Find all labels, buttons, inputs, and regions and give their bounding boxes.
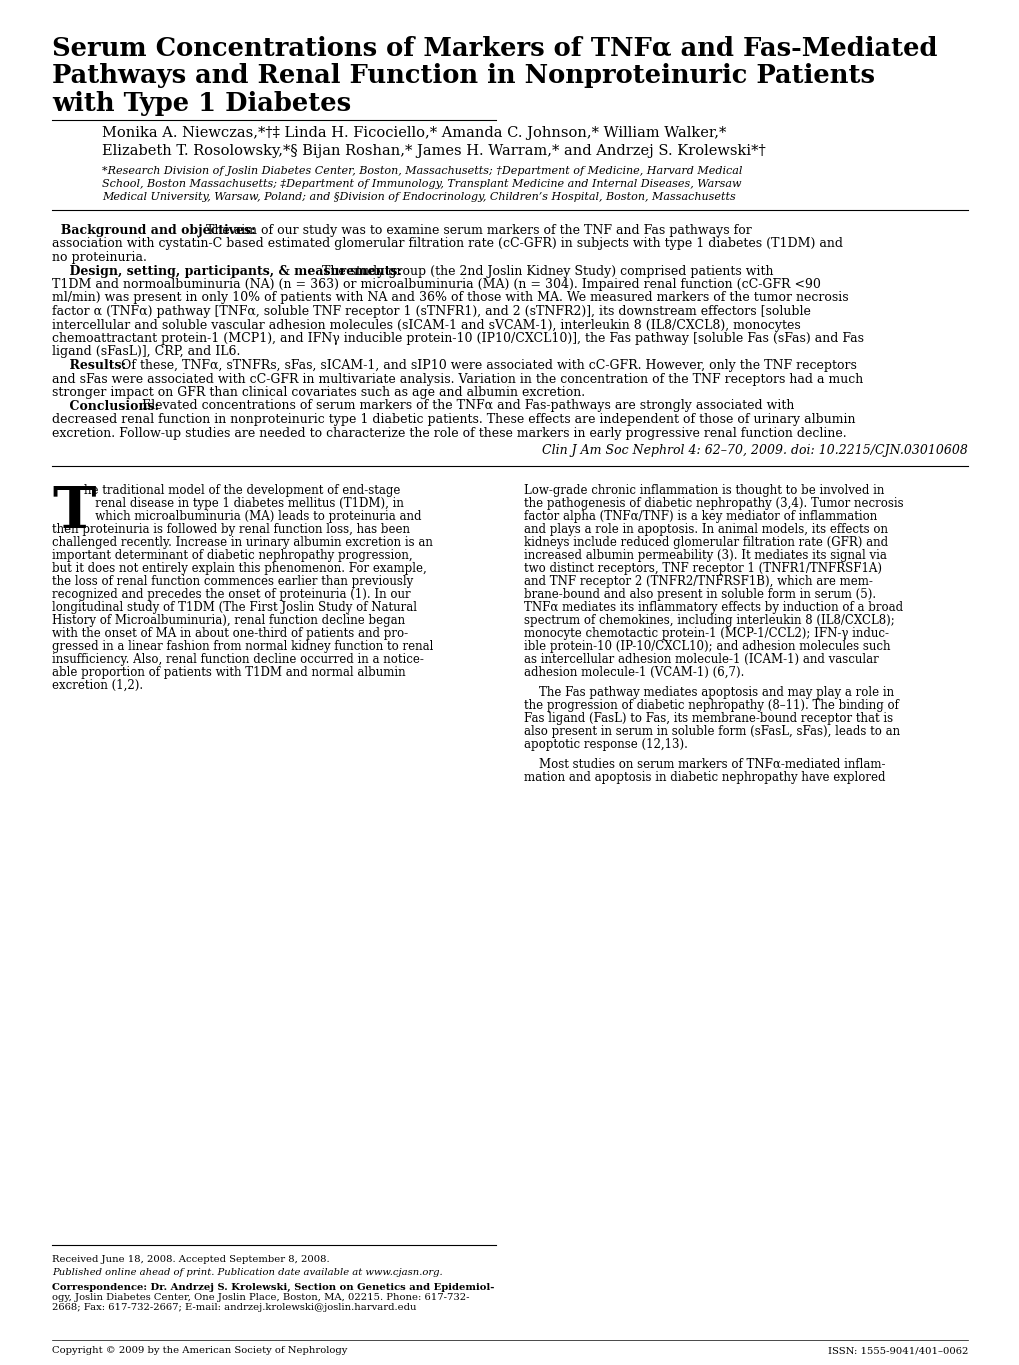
Text: challenged recently. Increase in urinary albumin excretion is an: challenged recently. Increase in urinary… — [52, 536, 432, 549]
Text: Medical University, Warsaw, Poland; and §Division of Endocrinology, Children’s H: Medical University, Warsaw, Poland; and … — [102, 192, 735, 202]
Text: factor alpha (TNFα/TNF) is a key mediator of inflammation: factor alpha (TNFα/TNF) is a key mediato… — [524, 511, 876, 523]
Text: T: T — [52, 485, 96, 541]
Text: renal disease in type 1 diabetes mellitus (T1DM), in: renal disease in type 1 diabetes mellitu… — [84, 497, 404, 511]
Text: Fas ligand (FasL) to Fas, its membrane-bound receptor that is: Fas ligand (FasL) to Fas, its membrane-b… — [524, 713, 893, 725]
Text: the pathogenesis of diabetic nephropathy (3,4). Tumor necrosis: the pathogenesis of diabetic nephropathy… — [524, 497, 903, 511]
Text: spectrum of chemokines, including interleukin 8 (IL8/CXCL8);: spectrum of chemokines, including interl… — [524, 614, 894, 627]
Text: important determinant of diabetic nephropathy progression,: important determinant of diabetic nephro… — [52, 549, 413, 562]
Text: Low-grade chronic inflammation is thought to be involved in: Low-grade chronic inflammation is though… — [524, 485, 883, 497]
Text: Clin J Am Soc Nephrol 4: 62–70, 2009. doi: 10.2215/CJN.03010608: Clin J Am Soc Nephrol 4: 62–70, 2009. do… — [541, 444, 967, 457]
Text: gressed in a linear fashion from normal kidney function to renal: gressed in a linear fashion from normal … — [52, 640, 433, 652]
Text: increased albumin permeability (3). It mediates its signal via: increased albumin permeability (3). It m… — [524, 549, 886, 562]
Text: and sFas were associated with cC-GFR in multivariate analysis. Variation in the : and sFas were associated with cC-GFR in … — [52, 373, 862, 385]
Text: ible protein-10 (IP-10/CXCL10); and adhesion molecules such: ible protein-10 (IP-10/CXCL10); and adhe… — [524, 640, 890, 652]
Text: intercellular and soluble vascular adhesion molecules (sICAM-1 and sVCAM-1), int: intercellular and soluble vascular adhes… — [52, 318, 800, 332]
Text: he traditional model of the development of end-stage: he traditional model of the development … — [84, 485, 400, 497]
Text: brane-bound and also present in soluble form in serum (5).: brane-bound and also present in soluble … — [524, 588, 875, 601]
Text: Pathways and Renal Function in Nonproteinuric Patients: Pathways and Renal Function in Nonprotei… — [52, 63, 874, 87]
Text: but it does not entirely explain this phenomenon. For example,: but it does not entirely explain this ph… — [52, 562, 426, 575]
Text: Of these, TNFα, sTNFRs, sFas, sICAM-1, and sIP10 were associated with cC-GFR. Ho: Of these, TNFα, sTNFRs, sFas, sICAM-1, a… — [121, 359, 856, 373]
Text: with Type 1 Diabetes: with Type 1 Diabetes — [52, 91, 351, 116]
Text: School, Boston Massachusetts; ‡Department of Immunology, Transplant Medicine and: School, Boston Massachusetts; ‡Departmen… — [102, 179, 741, 188]
Text: chemoattractant protein-1 (MCP1), and IFNγ inducible protein-10 (IP10/CXCL10)], : chemoattractant protein-1 (MCP1), and IF… — [52, 332, 863, 345]
Text: Serum Concentrations of Markers of TNFα and Fas-Mediated: Serum Concentrations of Markers of TNFα … — [52, 35, 936, 60]
Text: The study group (the 2nd Joslin Kidney Study) comprised patients with: The study group (the 2nd Joslin Kidney S… — [322, 265, 773, 277]
Text: the progression of diabetic nephropathy (8–11). The binding of: the progression of diabetic nephropathy … — [524, 699, 898, 713]
Text: ml/min) was present in only 10% of patients with NA and 36% of those with MA. We: ml/min) was present in only 10% of patie… — [52, 292, 848, 304]
Text: with the onset of MA in about one-third of patients and pro-: with the onset of MA in about one-third … — [52, 627, 408, 640]
Text: also present in serum in soluble form (sFasL, sFas), leads to an: also present in serum in soluble form (s… — [524, 725, 899, 738]
Text: Received June 18, 2008. Accepted September 8, 2008.: Received June 18, 2008. Accepted Septemb… — [52, 1254, 329, 1264]
Text: The aim of our study was to examine serum markers of the TNF and Fas pathways fo: The aim of our study was to examine seru… — [206, 224, 751, 238]
Text: adhesion molecule-1 (VCAM-1) (6,7).: adhesion molecule-1 (VCAM-1) (6,7). — [524, 666, 744, 678]
Text: excretion (1,2).: excretion (1,2). — [52, 678, 143, 692]
Text: decreased renal function in nonproteinuric type 1 diabetic patients. These effec: decreased renal function in nonproteinur… — [52, 414, 855, 426]
Text: Results:: Results: — [52, 359, 130, 373]
Text: Elevated concentrations of serum markers of the TNFα and Fas-pathways are strong: Elevated concentrations of serum markers… — [142, 400, 794, 412]
Text: the loss of renal function commences earlier than previously: the loss of renal function commences ear… — [52, 575, 413, 588]
Text: Elizabeth T. Rosolowsky,*§ Bijan Roshan,* James H. Warram,* and Andrzej S. Krole: Elizabeth T. Rosolowsky,*§ Bijan Roshan,… — [102, 143, 765, 158]
Text: The Fas pathway mediates apoptosis and may play a role in: The Fas pathway mediates apoptosis and m… — [524, 687, 894, 699]
Text: Design, setting, participants, & measurements:: Design, setting, participants, & measure… — [52, 265, 406, 277]
Text: monocyte chemotactic protein-1 (MCP-1/CCL2); IFN-γ induc-: monocyte chemotactic protein-1 (MCP-1/CC… — [524, 627, 889, 640]
Text: Most studies on serum markers of TNFα-mediated inflam-: Most studies on serum markers of TNFα-me… — [524, 758, 884, 771]
Text: and plays a role in apoptosis. In animal models, its effects on: and plays a role in apoptosis. In animal… — [524, 523, 888, 536]
Text: as intercellular adhesion molecule-1 (ICAM-1) and vascular: as intercellular adhesion molecule-1 (IC… — [524, 652, 878, 666]
Text: Conclusions:: Conclusions: — [52, 400, 163, 412]
Text: TNFα mediates its inflammatory effects by induction of a broad: TNFα mediates its inflammatory effects b… — [524, 601, 902, 614]
Text: Background and objectives:: Background and objectives: — [52, 224, 260, 238]
Text: insufficiency. Also, renal function decline occurred in a notice-: insufficiency. Also, renal function decl… — [52, 652, 424, 666]
Text: and TNF receptor 2 (TNFR2/TNFRSF1B), which are mem-: and TNF receptor 2 (TNFR2/TNFRSF1B), whi… — [524, 575, 872, 588]
Text: association with cystatin-C based estimated glomerular filtration rate (cC-GFR) : association with cystatin-C based estima… — [52, 238, 842, 251]
Text: longitudinal study of T1DM (The First Joslin Study of Natural: longitudinal study of T1DM (The First Jo… — [52, 601, 417, 614]
Text: Copyright © 2009 by the American Society of Nephrology: Copyright © 2009 by the American Society… — [52, 1346, 347, 1355]
Text: kidneys include reduced glomerular filtration rate (GFR) and: kidneys include reduced glomerular filtr… — [524, 536, 888, 549]
Text: mation and apoptosis in diabetic nephropathy have explored: mation and apoptosis in diabetic nephrop… — [524, 771, 884, 784]
Text: *Research Division of Joslin Diabetes Center, Boston, Massachusetts; †Department: *Research Division of Joslin Diabetes Ce… — [102, 167, 742, 176]
Text: excretion. Follow-up studies are needed to characterize the role of these marker: excretion. Follow-up studies are needed … — [52, 426, 846, 440]
Text: 2668; Fax: 617-732-2667; E-mail: andrzej.krolewski@joslin.harvard.edu: 2668; Fax: 617-732-2667; E-mail: andrzej… — [52, 1304, 416, 1312]
Text: History of Microalbuminuria), renal function decline began: History of Microalbuminuria), renal func… — [52, 614, 405, 627]
Text: ISSN: 1555-9041/401–0062: ISSN: 1555-9041/401–0062 — [826, 1346, 967, 1355]
Text: stronger impact on GFR than clinical covariates such as age and albumin excretio: stronger impact on GFR than clinical cov… — [52, 386, 585, 399]
Text: two distinct receptors, TNF receptor 1 (TNFR1/TNFRSF1A): two distinct receptors, TNF receptor 1 (… — [524, 562, 881, 575]
Text: Published online ahead of print. Publication date available at www.cjasn.org.: Published online ahead of print. Publica… — [52, 1268, 442, 1278]
Text: ligand (sFasL)], CRP, and IL6.: ligand (sFasL)], CRP, and IL6. — [52, 345, 240, 359]
Text: which microalbuminuria (MA) leads to proteinuria and: which microalbuminuria (MA) leads to pro… — [84, 511, 421, 523]
Text: ogy, Joslin Diabetes Center, One Joslin Place, Boston, MA, 02215. Phone: 617-732: ogy, Joslin Diabetes Center, One Joslin … — [52, 1293, 469, 1302]
Text: no proteinuria.: no proteinuria. — [52, 251, 147, 263]
Text: Correspondence: Dr. Andrzej S. Krolewski, Section on Genetics and Epidemiol-: Correspondence: Dr. Andrzej S. Krolewski… — [52, 1283, 494, 1293]
Text: recognized and precedes the onset of proteinuria (1). In our: recognized and precedes the onset of pro… — [52, 588, 411, 601]
Text: then proteinuria is followed by renal function loss, has been: then proteinuria is followed by renal fu… — [52, 523, 410, 536]
Text: factor α (TNFα) pathway [TNFα, soluble TNF receptor 1 (sTNFR1), and 2 (sTNFR2)],: factor α (TNFα) pathway [TNFα, soluble T… — [52, 304, 810, 318]
Text: Monika A. Niewczas,*†‡ Linda H. Ficociello,* Amanda C. Johnson,* William Walker,: Monika A. Niewczas,*†‡ Linda H. Ficociel… — [102, 126, 726, 141]
Text: T1DM and normoalbuminuria (NA) (n = 363) or microalbuminuria (MA) (n = 304). Imp: T1DM and normoalbuminuria (NA) (n = 363)… — [52, 278, 820, 291]
Text: able proportion of patients with T1DM and normal albumin: able proportion of patients with T1DM an… — [52, 666, 406, 678]
Text: apoptotic response (12,13).: apoptotic response (12,13). — [524, 738, 687, 751]
